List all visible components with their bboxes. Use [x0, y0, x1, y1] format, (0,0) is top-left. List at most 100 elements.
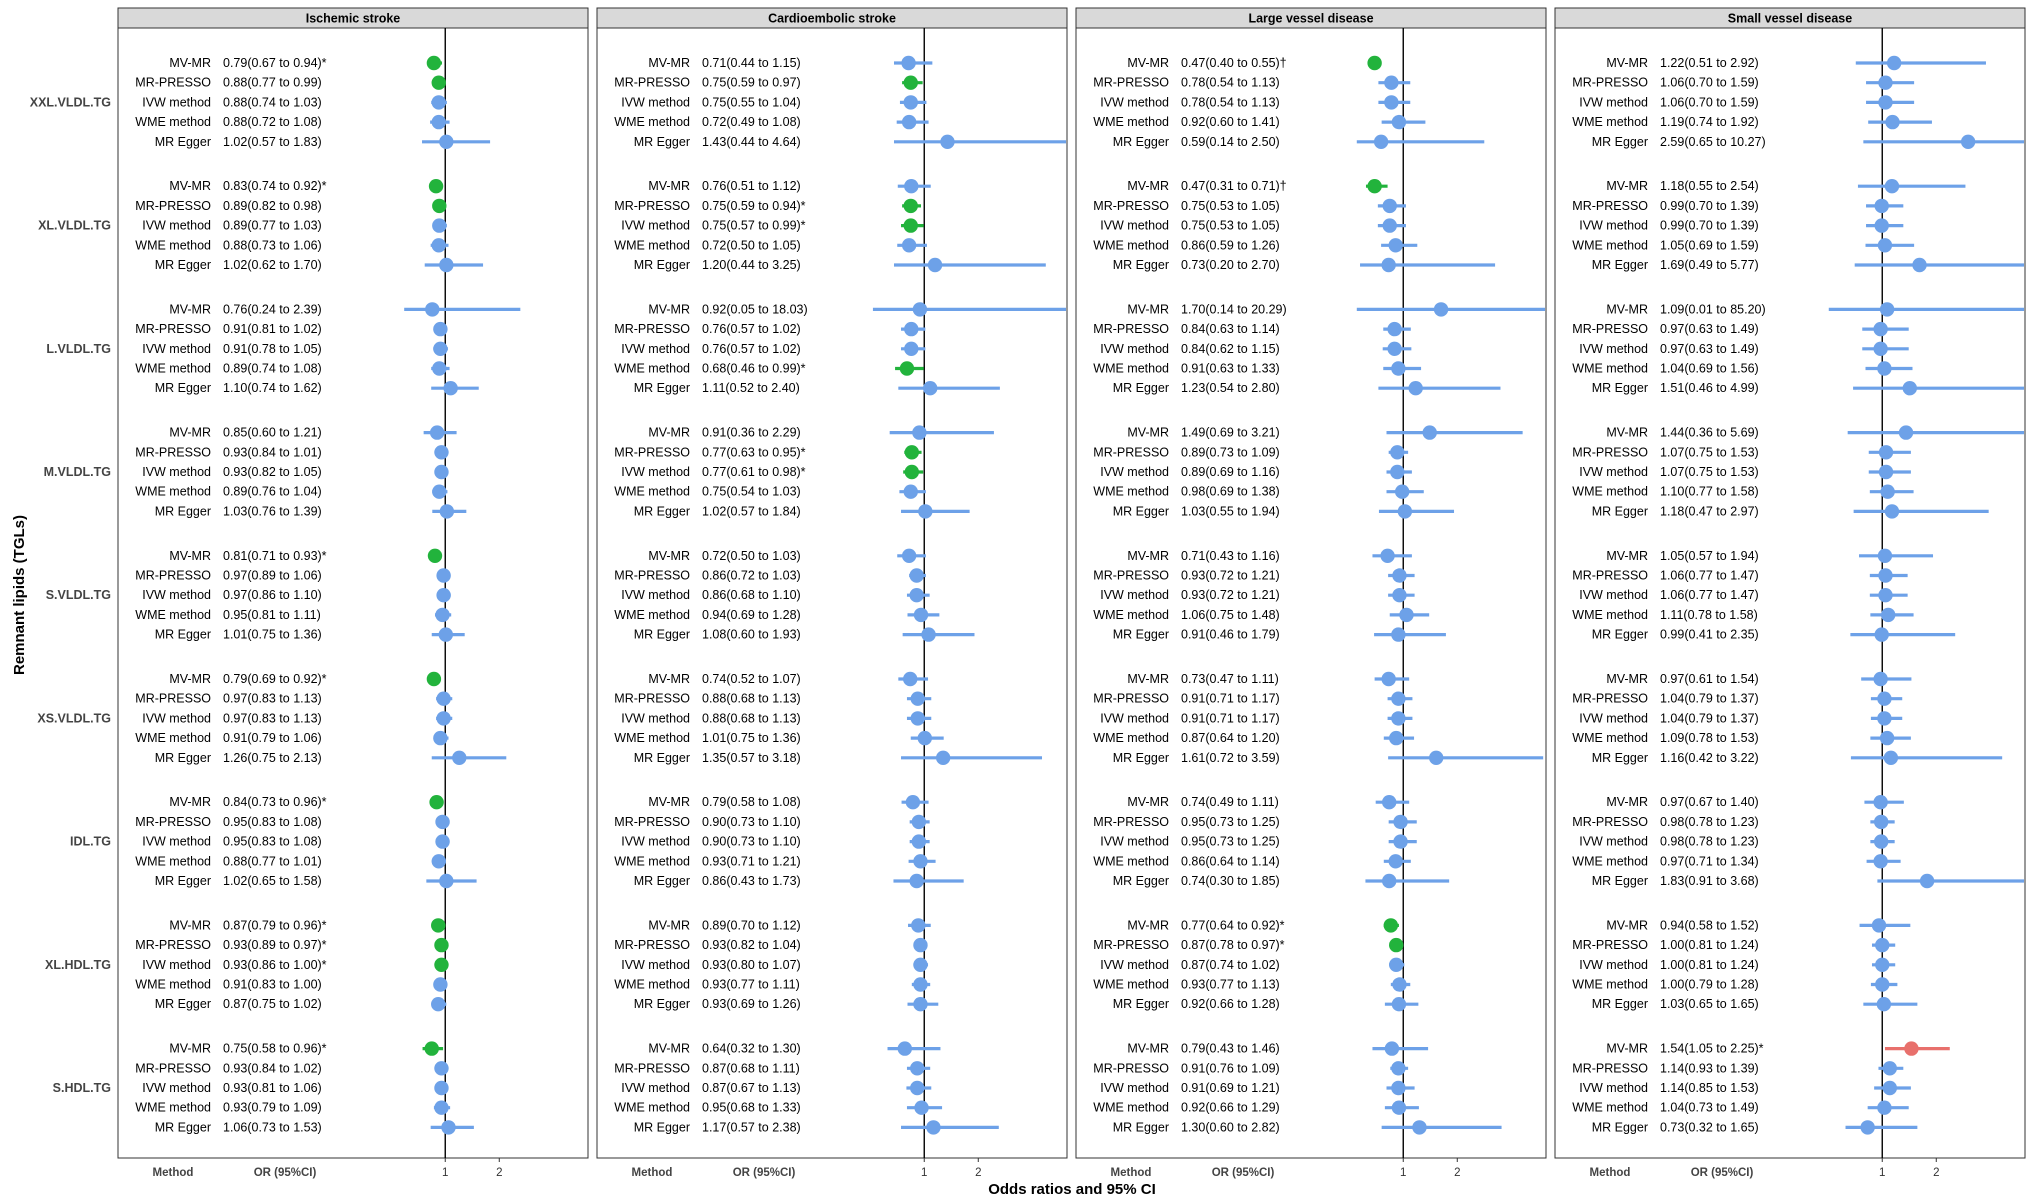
exposure-label: M.VLDL.TG	[44, 465, 111, 479]
point-estimate	[1885, 114, 1900, 130]
or-ci-label: 0.47(0.40 to 0.55)†	[1181, 56, 1287, 70]
point-estimate	[1389, 937, 1404, 953]
method-label: MV-MR	[1606, 549, 1648, 563]
footer-method-label: Method	[632, 1167, 673, 1179]
or-ci-label: 0.88(0.77 to 0.99)	[223, 76, 322, 90]
or-ci-label: 0.79(0.58 to 1.08)	[702, 795, 801, 809]
point-estimate	[1392, 568, 1407, 583]
or-ci-label: 1.16(0.42 to 3.22)	[1660, 751, 1759, 765]
or-ci-label: 0.97(0.63 to 1.49)	[1660, 342, 1759, 356]
method-label: IVW method	[142, 1081, 211, 1095]
or-ci-label: 0.77(0.64 to 0.92)*	[1181, 918, 1285, 932]
point-estimate	[914, 1100, 929, 1115]
method-label: MR Egger	[1113, 381, 1169, 395]
point-estimate	[1382, 873, 1397, 889]
point-estimate	[439, 504, 455, 519]
point-estimate	[1860, 1120, 1875, 1135]
method-label: MR-PRESSO	[614, 815, 690, 829]
method-label: IVW method	[142, 711, 211, 725]
or-ci-label: 0.86(0.72 to 1.03)	[702, 569, 801, 583]
point-estimate	[1877, 711, 1892, 726]
point-estimate	[435, 607, 450, 623]
or-ci-label: 0.91(0.36 to 2.29)	[702, 426, 801, 440]
point-estimate	[913, 957, 928, 972]
method-label: WME method	[135, 115, 211, 129]
or-ci-label: 0.78(0.54 to 1.13)	[1181, 95, 1280, 109]
or-ci-label: 1.69(0.49 to 5.77)	[1660, 258, 1759, 272]
point-estimate	[1898, 425, 1914, 440]
or-ci-label: 0.71(0.43 to 1.16)	[1181, 549, 1280, 563]
method-label: WME method	[135, 731, 211, 745]
or-ci-label: 1.06(0.70 to 1.59)	[1660, 76, 1759, 90]
point-estimate	[1391, 1100, 1407, 1115]
method-label: MV-MR	[169, 56, 211, 70]
method-label: IVW method	[1100, 958, 1169, 972]
panel-frame	[117, 27, 589, 1159]
method-label: IVW method	[621, 588, 690, 602]
or-ci-label: 1.51(0.46 to 4.99)	[1660, 381, 1759, 395]
or-ci-label: 1.11(0.78 to 1.58)	[1660, 608, 1758, 622]
method-label: MR-PRESSO	[1572, 199, 1648, 213]
or-ci-label: 0.99(0.70 to 1.39)	[1660, 199, 1759, 213]
point-estimate	[912, 302, 928, 317]
method-label: IVW method	[1100, 711, 1169, 725]
method-label: MR-PRESSO	[1093, 322, 1169, 336]
or-ci-label: 0.88(0.72 to 1.08)	[223, 115, 322, 129]
exposure-label: IDL.TG	[70, 835, 111, 849]
method-label: WME method	[1093, 1101, 1169, 1115]
or-ci-label: 0.99(0.41 to 2.35)	[1660, 628, 1759, 642]
or-ci-label: 0.84(0.73 to 0.96)*	[223, 795, 327, 809]
point-estimate	[913, 977, 928, 992]
point-estimate	[1875, 977, 1890, 992]
point-estimate	[1880, 607, 1896, 623]
point-estimate	[1389, 730, 1404, 746]
method-label: IVW method	[142, 219, 211, 233]
method-label: MR-PRESSO	[1572, 322, 1648, 336]
method-label: WME method	[614, 1101, 690, 1115]
or-ci-label: 0.95(0.83 to 1.08)	[223, 835, 322, 849]
point-estimate	[1886, 55, 1902, 71]
point-estimate	[1381, 257, 1396, 273]
point-estimate	[1884, 504, 1900, 519]
point-estimate	[935, 750, 951, 765]
method-label: MR-PRESSO	[614, 692, 690, 706]
or-ci-label: 0.83(0.74 to 0.92)*	[223, 179, 327, 193]
or-ci-label: 0.93(0.81 to 1.06)	[223, 1081, 322, 1095]
or-ci-label: 0.75(0.57 to 0.99)*	[702, 219, 806, 233]
or-ci-label: 0.97(0.61 to 1.54)	[1660, 672, 1759, 686]
or-ci-label: 0.85(0.60 to 1.21)	[223, 426, 322, 440]
method-label: MR-PRESSO	[1093, 199, 1169, 213]
method-label: MR Egger	[634, 381, 690, 395]
or-ci-label: 0.93(0.72 to 1.21)	[1181, 569, 1280, 583]
or-ci-label: 0.93(0.72 to 1.21)	[1181, 588, 1280, 602]
method-label: IVW method	[621, 1081, 690, 1095]
method-label: IVW method	[621, 835, 690, 849]
or-ci-label: 0.91(0.71 to 1.17)	[1181, 692, 1280, 706]
point-estimate	[1384, 95, 1399, 110]
point-estimate	[436, 588, 451, 603]
or-ci-label: 0.93(0.82 to 1.04)	[702, 938, 801, 952]
or-ci-label: 0.99(0.70 to 1.39)	[1660, 219, 1759, 233]
point-estimate	[434, 464, 449, 480]
method-label: MR Egger	[1113, 997, 1169, 1011]
point-estimate	[452, 750, 467, 765]
or-ci-label: 0.74(0.30 to 1.85)	[1181, 874, 1280, 888]
or-ci-label: 0.91(0.79 to 1.06)	[223, 731, 322, 745]
point-estimate	[901, 238, 917, 253]
exposure-labels: XXL.VLDL.TG XL.VLDL.TG L.VLDL.TG M.VLDL.TG S…	[30, 95, 111, 1095]
point-estimate	[426, 671, 442, 687]
method-label: MR-PRESSO	[1093, 815, 1169, 829]
point-estimate	[1902, 381, 1917, 396]
method-label: IVW method	[1100, 219, 1169, 233]
or-ci-label: 0.92(0.05 to 18.03)	[702, 302, 808, 316]
point-estimate	[911, 834, 927, 849]
or-ci-label: 0.89(0.73 to 1.09)	[1181, 445, 1280, 459]
method-label: MR-PRESSO	[614, 322, 690, 336]
point-estimate	[909, 588, 924, 603]
or-ci-label: 1.11(0.52 to 2.40)	[702, 381, 800, 395]
point-estimate	[1393, 834, 1408, 849]
exposure-label: XXL.VLDL.TG	[30, 95, 111, 109]
method-label: WME method	[135, 362, 211, 376]
or-ci-label: 0.95(0.83 to 1.08)	[223, 815, 322, 829]
method-label: MR-PRESSO	[1572, 569, 1648, 583]
